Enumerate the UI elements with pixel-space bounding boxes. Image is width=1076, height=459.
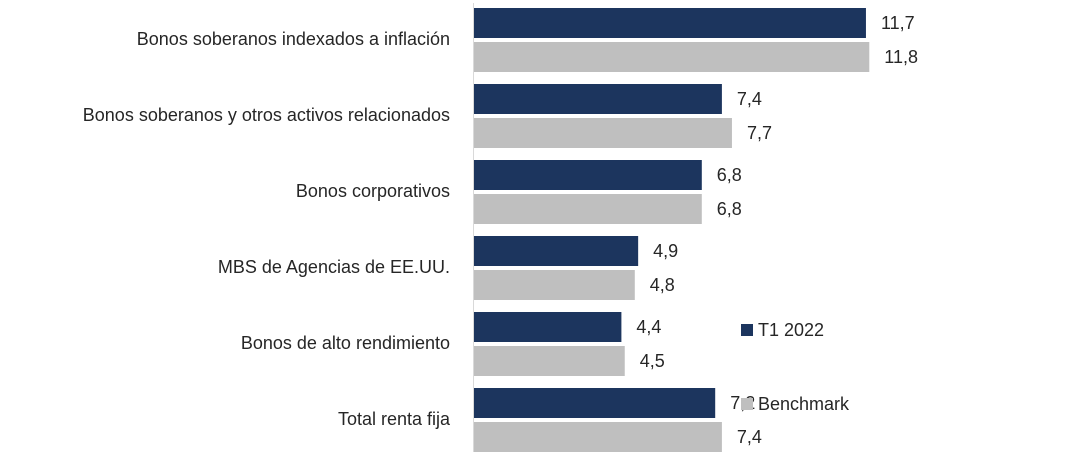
category-label: Total renta fija	[338, 409, 451, 429]
value-label: 4,8	[650, 275, 675, 295]
category-label: Bonos corporativos	[296, 181, 450, 201]
value-label: 7,4	[737, 427, 762, 447]
value-label: 6,8	[717, 199, 742, 219]
value-label: 11,7	[881, 13, 915, 33]
bar	[474, 84, 722, 114]
bar	[474, 194, 702, 224]
category-label: Bonos de alto rendimiento	[241, 333, 450, 353]
value-label: 7,7	[747, 123, 772, 143]
value-label: 6,8	[717, 165, 742, 185]
value-label: 11,8	[884, 47, 918, 67]
bar	[474, 160, 702, 190]
category-label: Bonos soberanos y otros activos relacion…	[83, 105, 450, 125]
bar	[474, 42, 870, 72]
bar	[474, 388, 716, 418]
value-label: 4,9	[653, 241, 678, 261]
bar	[474, 270, 635, 300]
bar	[474, 236, 639, 266]
value-label: 4,4	[636, 317, 661, 337]
bar	[474, 312, 622, 342]
legend-swatch	[741, 398, 753, 410]
legend-label: T1 2022	[758, 320, 824, 340]
legend-label: Benchmark	[758, 394, 850, 414]
value-label: 7,4	[737, 89, 762, 109]
legend-swatch	[741, 324, 753, 336]
value-label: 4,5	[640, 351, 665, 371]
category-label: MBS de Agencias de EE.UU.	[218, 257, 450, 277]
bar	[474, 8, 866, 38]
bar	[474, 422, 722, 452]
category-label: Bonos soberanos indexados a inflación	[137, 29, 450, 49]
bar	[474, 118, 732, 148]
bar	[474, 346, 625, 376]
